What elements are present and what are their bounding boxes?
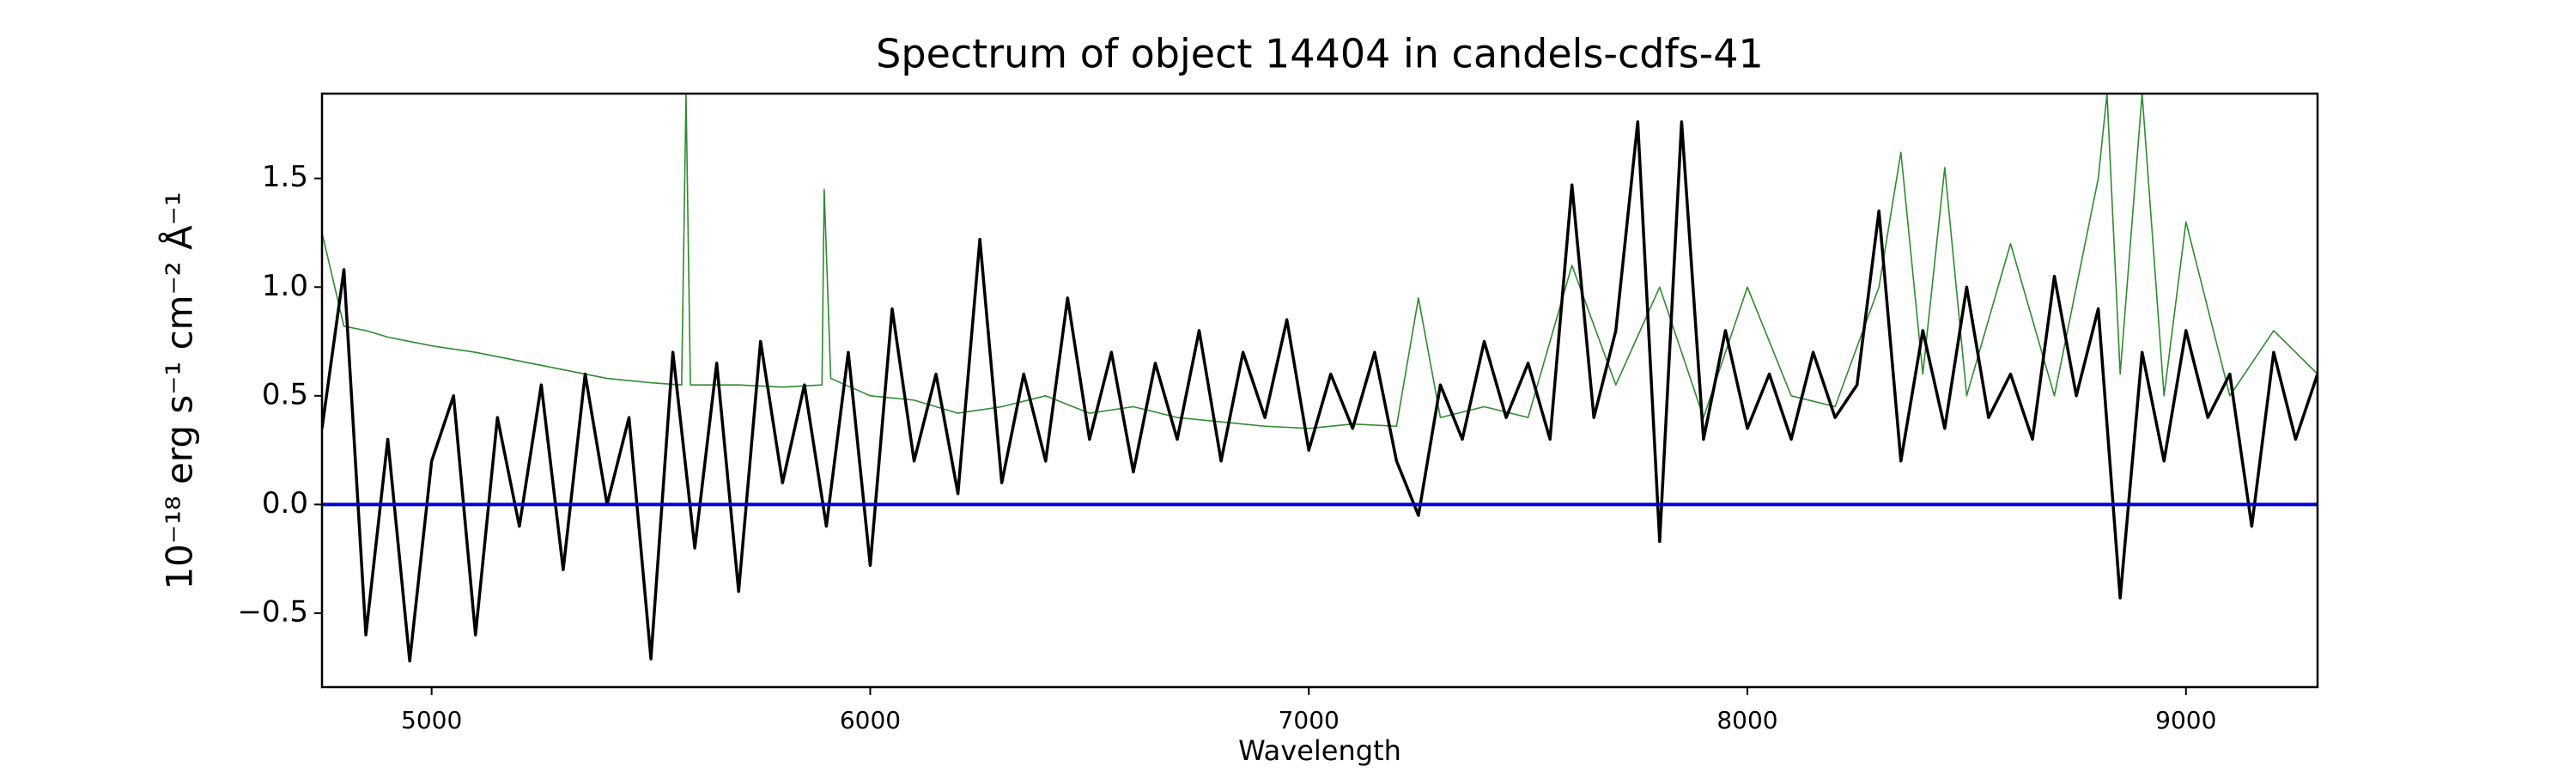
x-tick-label: 5000 bbox=[401, 706, 462, 734]
y-axis-label: 10⁻¹⁸ erg s⁻¹ cm⁻² Å⁻¹ bbox=[158, 192, 201, 589]
plot-area bbox=[322, 94, 2318, 663]
plot-frame bbox=[320, 92, 2319, 689]
chart-title: Spectrum of object 14404 in candels-cdfs… bbox=[876, 31, 1764, 77]
x-tick-label: 6000 bbox=[840, 706, 901, 734]
y-tick-label: 0.5 bbox=[262, 377, 308, 411]
x-axis-label: Wavelength bbox=[1238, 734, 1401, 767]
y-tick-label: 1.0 bbox=[262, 269, 308, 303]
x-tick-label: 9000 bbox=[2155, 706, 2216, 734]
spectrum-line bbox=[322, 94, 2318, 429]
y-tick-label: −0.5 bbox=[237, 594, 308, 629]
x-tick-label: 8000 bbox=[1716, 706, 1777, 734]
y-tick-label: 1.5 bbox=[262, 160, 308, 194]
y-tick-label: 0.0 bbox=[262, 486, 308, 520]
x-tick-label: 7000 bbox=[1279, 706, 1340, 734]
spectrum-line bbox=[322, 120, 2318, 663]
